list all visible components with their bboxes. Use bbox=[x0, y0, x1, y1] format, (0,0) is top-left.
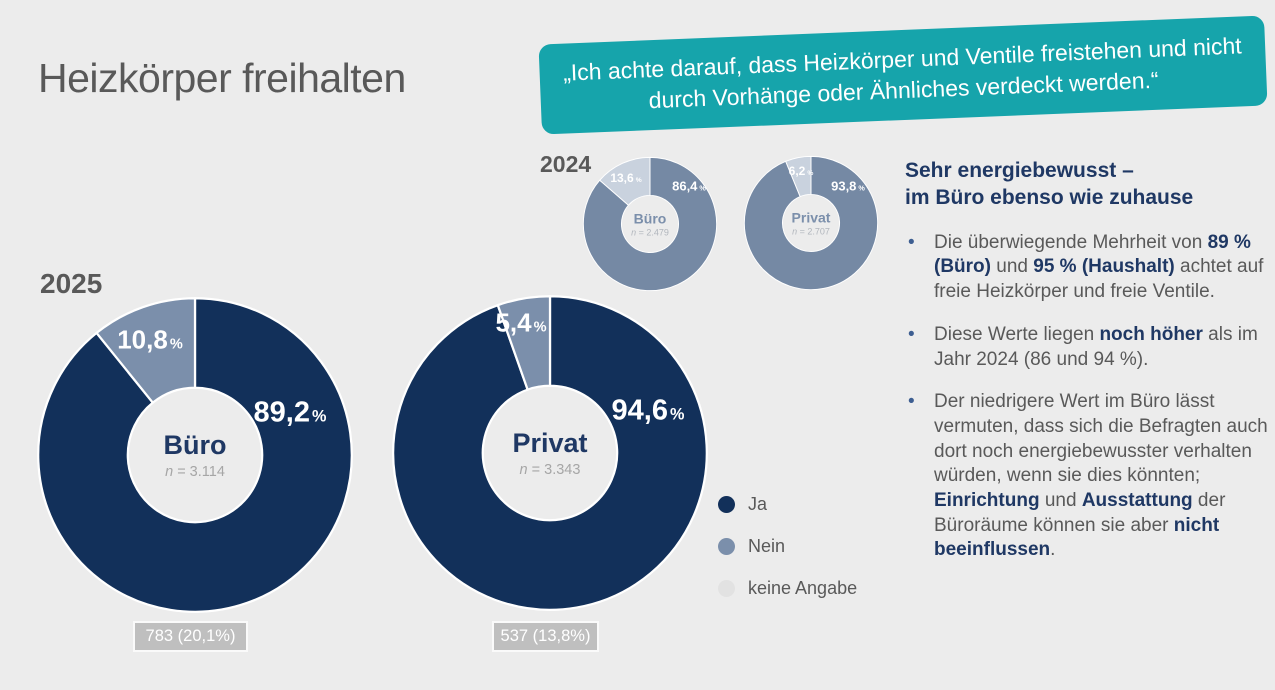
sample-size: n = 2.707 bbox=[792, 226, 830, 237]
percent-label-nein: 5,4% bbox=[495, 307, 547, 338]
quote-text: „Ich achte darauf, dass Heizkörper und V… bbox=[562, 32, 1243, 114]
page-title: Heizkörper freihalten bbox=[38, 55, 406, 101]
donut-center-label: Büro n = 3.114 bbox=[164, 430, 227, 480]
insight-bullet: Der niedrigere Wert im Büro lässt vermut… bbox=[905, 390, 1271, 563]
donut-segment-nein bbox=[496, 295, 552, 392]
percent-label-nein: 6,2% bbox=[788, 164, 814, 178]
percent-label-nein: 10,8% bbox=[117, 324, 183, 355]
donut-segment-nein bbox=[95, 297, 197, 405]
group-name: Büro bbox=[633, 210, 667, 227]
legend-label: Nein bbox=[748, 535, 786, 556]
donut-center-label: Privat n = 3.343 bbox=[512, 428, 587, 478]
legend: Ja Nein keine Angabe bbox=[718, 493, 858, 621]
group-name: Büro bbox=[163, 430, 227, 460]
count-box-privat: 537 (13,8%) bbox=[492, 621, 599, 652]
insights-heading-line2: im Büro ebenso wie zuhause bbox=[905, 185, 1194, 209]
year-label-2024: 2024 bbox=[540, 151, 592, 177]
legend-label: Ja bbox=[748, 493, 768, 514]
percent-label-ja: 94,6% bbox=[611, 394, 685, 427]
percent-label-ja: 93,8% bbox=[831, 178, 865, 194]
donut-center-label: Privat n = 2.707 bbox=[792, 210, 831, 237]
percent-label-nein: 13,6% bbox=[610, 171, 642, 185]
legend-dot-ja-icon bbox=[718, 495, 735, 513]
legend-item-keine-angabe: keine Angabe bbox=[718, 577, 858, 598]
insight-bullet: Diese Werte liegen noch höher als im Jah… bbox=[905, 323, 1271, 372]
group-name: Privat bbox=[791, 209, 831, 226]
insights-heading-line1: Sehr energiebewusst – bbox=[905, 159, 1134, 182]
donut-segment-ja bbox=[37, 297, 353, 613]
sample-size: n = 2.479 bbox=[631, 227, 669, 238]
donut-chart-privat-2025: 94,6% 5,4% Privat n = 3.343 bbox=[390, 293, 710, 613]
sample-size: n = 3.114 bbox=[165, 464, 225, 480]
insight-bullets: Die überwiegende Mehrheit von 89 % (Büro… bbox=[905, 231, 1271, 563]
sample-size: n = 3.343 bbox=[519, 462, 581, 478]
count-box-buero: 783 (20,1%) bbox=[133, 621, 248, 652]
legend-dot-nein-icon bbox=[718, 537, 735, 555]
donut-chart-buero-2024: 86,4% 13,6% Büro n = 2.479 bbox=[582, 156, 718, 292]
donut-segment-ja bbox=[392, 295, 708, 611]
group-name: Privat bbox=[512, 428, 588, 458]
donut-segment-ja bbox=[582, 156, 718, 292]
percent-label-ja: 86,4% bbox=[672, 178, 706, 194]
donut-segment-nein bbox=[599, 156, 651, 206]
legend-dot-keine-angabe-icon bbox=[718, 579, 735, 597]
donut-chart-privat-2024: 93,8% 6,2% Privat n = 2.707 bbox=[743, 155, 879, 291]
legend-item-ja: Ja bbox=[718, 493, 857, 514]
donut-center-label: Büro n = 2.479 bbox=[631, 211, 669, 238]
legend-item-nein: Nein bbox=[718, 535, 857, 556]
percent-label-ja: 89,2% bbox=[253, 396, 327, 429]
insights-heading: Sehr energiebewusst – im Büro ebenso wie… bbox=[905, 158, 1271, 212]
legend-label: keine Angabe bbox=[748, 577, 858, 598]
donut-chart-buero-2025: 89,2% 10,8% Büro n = 3.114 bbox=[35, 295, 355, 615]
donut-segment-ja bbox=[743, 155, 879, 291]
quote-banner: „Ich achte darauf, dass Heizkörper und V… bbox=[538, 15, 1268, 135]
donut-segment-nein bbox=[785, 155, 812, 198]
insights-panel: Sehr energiebewusst – im Büro ebenso wie… bbox=[905, 158, 1271, 581]
insight-bullet: Die überwiegende Mehrheit von 89 % (Büro… bbox=[905, 231, 1271, 305]
year-label-2025: 2025 bbox=[40, 268, 103, 299]
